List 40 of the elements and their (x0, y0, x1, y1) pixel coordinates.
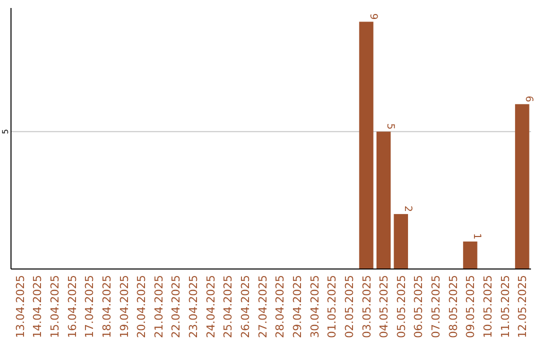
x-tick-label: 04.05.2025 (378, 275, 391, 338)
x-tick-label: 20.04.2025 (135, 275, 148, 338)
data-label: 2 (402, 206, 413, 212)
x-tick-label: 19.04.2025 (118, 275, 131, 338)
x-tick-label: 02.05.2025 (342, 275, 356, 338)
x-tick-label: 21.04.2025 (152, 275, 166, 338)
x-tick-label: 09.05.2025 (464, 275, 478, 338)
x-tick-label: 27.04.2025 (256, 275, 270, 338)
data-label: 9 (367, 13, 378, 20)
data-label: 5 (384, 123, 396, 130)
x-tick-label: 28.04.2025 (274, 275, 287, 338)
x-tick-label: 05.05.2025 (394, 275, 408, 338)
x-tick-label: 23.04.2025 (187, 275, 200, 338)
x-tick-label: 03.05.2025 (360, 275, 374, 338)
bar (359, 22, 374, 269)
x-tick-label: 16.04.2025 (66, 275, 79, 338)
data-label: 6 (523, 96, 534, 102)
x-tick-label: 22.04.2025 (170, 275, 183, 338)
x-tick-label: 26.04.2025 (239, 275, 252, 338)
x-tick-label: 11.05.2025 (498, 275, 512, 338)
x-tick-label: 08.05.2025 (446, 275, 460, 338)
x-tick-label: 12.05.2025 (516, 275, 530, 338)
bar (376, 132, 391, 269)
bar (515, 104, 530, 269)
x-tick-label: 13.04.2025 (14, 275, 27, 338)
x-tick-label: 25.04.2025 (222, 275, 235, 338)
data-label: 1 (471, 233, 482, 240)
x-tick-label: 01.05.2025 (326, 275, 339, 338)
x-tick-label: 18.04.2025 (100, 275, 114, 338)
x-tick-label: 10.05.2025 (482, 275, 495, 338)
x-tick-label: 06.05.2025 (412, 275, 426, 338)
x-tick-label: 14.04.2025 (31, 275, 44, 338)
x-tick-label: 29.04.2025 (290, 275, 304, 338)
x-tick-label: 07.05.2025 (430, 275, 443, 338)
bar (394, 214, 408, 269)
x-tick-label: 15.04.2025 (48, 275, 62, 338)
x-tick-label: 17.04.2025 (83, 275, 96, 338)
x-tick-label: 30.04.2025 (308, 275, 322, 338)
bar (463, 242, 478, 269)
x-tick-label: 24.04.2025 (204, 275, 218, 338)
